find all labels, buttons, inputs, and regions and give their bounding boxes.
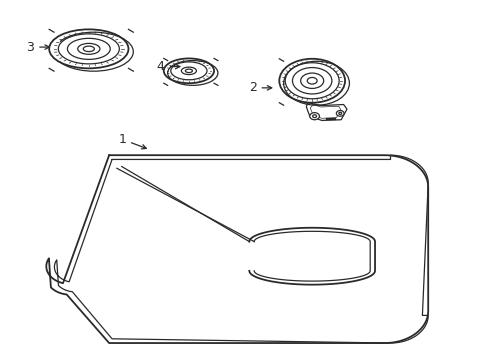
Text: 2: 2	[248, 81, 271, 94]
Ellipse shape	[185, 69, 192, 73]
Ellipse shape	[83, 46, 94, 51]
Ellipse shape	[300, 73, 323, 89]
Ellipse shape	[336, 111, 344, 116]
Text: 4: 4	[157, 60, 180, 73]
Ellipse shape	[181, 67, 196, 75]
Ellipse shape	[309, 113, 319, 120]
FancyBboxPatch shape	[53, 26, 60, 72]
Text: 3: 3	[26, 41, 49, 54]
Ellipse shape	[306, 77, 316, 84]
Text: 1: 1	[118, 133, 146, 149]
Ellipse shape	[78, 44, 100, 54]
